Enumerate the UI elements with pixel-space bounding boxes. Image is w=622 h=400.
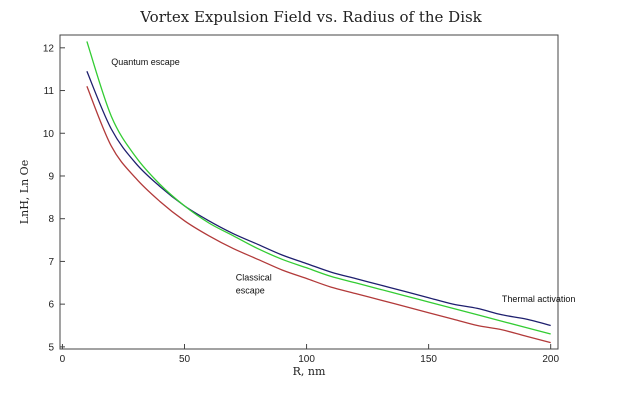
- series-line-1: [86, 71, 551, 327]
- annotations: Quantum escape Classical escape Thermal act…: [111, 57, 575, 304]
- x-tick-label: 50: [179, 354, 191, 365]
- annotation-label: Quantum escape: [111, 57, 180, 67]
- y-tick-label: 9: [48, 171, 54, 182]
- y-tick-label: 8: [48, 214, 54, 225]
- annotation-label: Classical: [236, 273, 272, 283]
- series-group: [86, 41, 551, 344]
- x-tick-label: 150: [420, 354, 437, 365]
- series-line-3: [86, 86, 551, 344]
- chart-title: Vortex Expulsion Field vs. Radius of the…: [140, 8, 482, 26]
- y-tick-label: 6: [48, 300, 54, 311]
- y-tick-label: 7: [48, 257, 54, 268]
- y-tick-label: 11: [44, 86, 55, 97]
- y-tick-label: 5: [48, 342, 54, 353]
- y-axis-label: LnH, Ln Oe: [18, 160, 31, 224]
- series-line-2: [86, 41, 551, 335]
- annotation-label: escape: [236, 285, 265, 295]
- x-tick-label: 100: [298, 354, 315, 365]
- annotation-label: Thermal activation: [502, 294, 576, 304]
- y-tick-label: 12: [43, 43, 55, 54]
- x-tick-label: 200: [542, 354, 559, 365]
- y-tick-label: 10: [43, 129, 55, 140]
- x-axis-label: R, nm: [293, 365, 326, 378]
- ticks: 0 50 100 150 200 5 6 7 8 9 10 11 12: [43, 43, 560, 365]
- plot-frame: [59, 34, 559, 350]
- x-tick-label: 0: [60, 354, 66, 365]
